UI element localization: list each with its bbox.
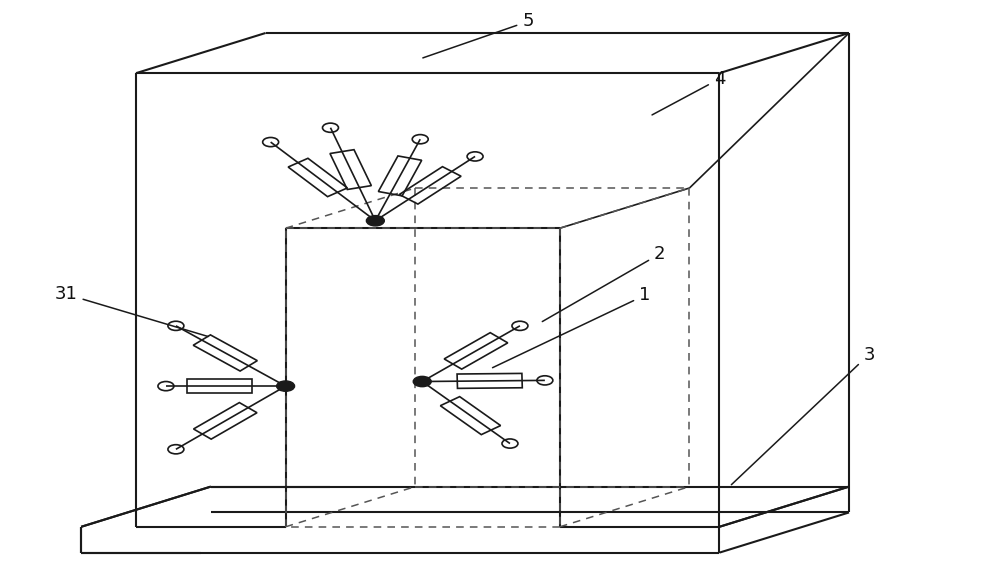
Text: 3: 3 [731,346,875,485]
Circle shape [366,216,384,226]
Text: 31: 31 [55,285,208,336]
Text: 4: 4 [652,70,725,115]
Circle shape [413,376,431,387]
Text: 5: 5 [423,13,534,58]
Circle shape [277,381,295,391]
Text: 2: 2 [542,245,665,321]
Text: 1: 1 [493,286,650,368]
